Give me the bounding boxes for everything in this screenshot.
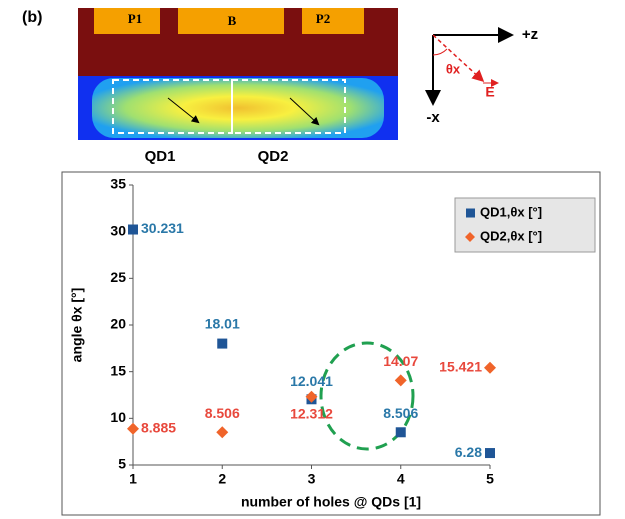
axis-label: -x <box>426 109 440 126</box>
data-point <box>484 361 496 374</box>
panel-label: (b) <box>22 9 42 26</box>
data-label: 8.885 <box>141 419 176 435</box>
data-point <box>305 390 318 403</box>
x-tick-label: 2 <box>218 471 226 487</box>
y-axis-label: angle θx [°] <box>69 288 85 363</box>
dot-label: QD1 <box>145 148 176 165</box>
y-tick-label: 15 <box>110 362 126 378</box>
x-tick-label: 3 <box>308 471 316 487</box>
region-label: P2 <box>316 11 330 26</box>
legend-marker <box>466 208 475 218</box>
dot-label: QD2 <box>258 148 289 165</box>
data-point <box>128 224 138 235</box>
data-label: 30.231 <box>141 220 184 236</box>
data-label: 8.506 <box>383 405 418 421</box>
legend <box>454 197 596 253</box>
data-point <box>394 374 407 387</box>
data-point <box>485 448 495 459</box>
region-label: P1 <box>128 11 142 26</box>
x-tick-label: 4 <box>397 471 405 487</box>
y-tick-label: 10 <box>110 409 126 425</box>
data-label: 12.041 <box>290 373 333 389</box>
y-tick-label: 25 <box>110 269 126 285</box>
data-point <box>216 426 229 439</box>
field-label: E <box>485 84 494 100</box>
coordinate-diagram: +z -x θx E <box>425 26 538 126</box>
data-point <box>127 422 139 435</box>
x-axis-label: number of holes @ QDs [1] <box>241 494 421 510</box>
y-tick-label: 20 <box>110 316 126 332</box>
structure-diagram: P1 B P2 QD1 QD2 <box>78 8 398 165</box>
legend-label: QD1,θx [°] <box>480 204 542 219</box>
y-tick-label: 30 <box>110 222 126 238</box>
data-point <box>395 427 406 438</box>
data-label: 15.421 <box>439 358 482 374</box>
chart-frame <box>61 171 601 516</box>
x-tick-label: 1 <box>129 471 137 487</box>
data-label: 12.312 <box>290 405 333 421</box>
y-tick-label: 5 <box>118 456 126 472</box>
data-label: 8.506 <box>205 405 240 421</box>
legend-label: QD2,θx [°] <box>480 228 542 243</box>
y-tick-label: 35 <box>110 176 126 192</box>
axis-label: +z <box>522 26 538 43</box>
data-label: 18.01 <box>205 315 240 331</box>
angle-label: θx <box>446 61 461 76</box>
x-tick-label: 5 <box>486 471 494 487</box>
legend-marker <box>465 232 475 242</box>
highlight-ellipse <box>319 341 415 451</box>
data-point <box>217 338 228 349</box>
data-label: 14.07 <box>383 353 418 369</box>
region-label: B <box>228 13 237 28</box>
data-label: 6.28 <box>455 444 482 460</box>
